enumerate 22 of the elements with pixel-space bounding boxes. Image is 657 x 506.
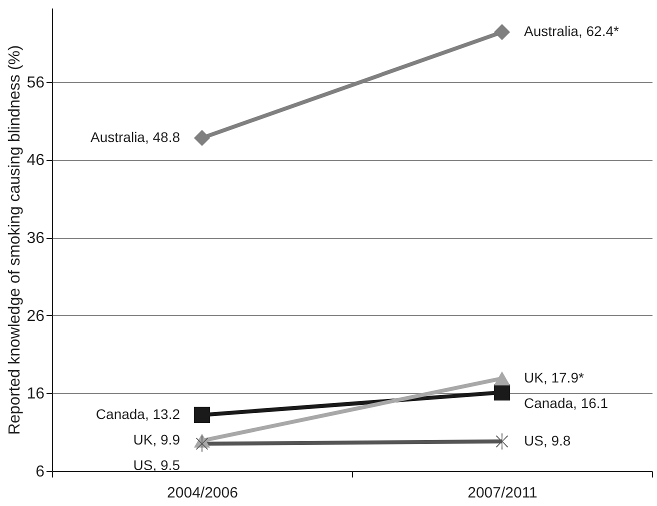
y-tick-label: 16 bbox=[26, 386, 45, 403]
data-label: Canada, 16.1 bbox=[524, 394, 608, 411]
data-label: Australia, 48.8 bbox=[90, 128, 180, 145]
y-tick-label: 6 bbox=[36, 464, 45, 480]
point bbox=[194, 130, 210, 146]
x-tick-label: 2004/2006 bbox=[167, 484, 238, 502]
data-label: US, 9.8 bbox=[524, 432, 571, 448]
point bbox=[494, 24, 510, 40]
data-label: US, 9.5 bbox=[133, 457, 180, 474]
x-tick-label: 2007/2011 bbox=[468, 484, 538, 502]
point bbox=[194, 406, 210, 424]
point bbox=[494, 384, 510, 400]
point bbox=[496, 433, 508, 450]
data-label: UK, 17.9* bbox=[524, 369, 584, 386]
y-tick-label: 36 bbox=[26, 230, 45, 248]
data-label: UK, 9.9 bbox=[133, 432, 180, 448]
y-axis-title: Reported knowledge of smoking causing blindness (%) bbox=[6, 45, 24, 435]
data-label: Canada, 13.2 bbox=[96, 406, 180, 422]
y-tick-label: 56 bbox=[26, 74, 45, 92]
y-tick-label: 46 bbox=[26, 152, 45, 170]
data-label: Australia, 62.4* bbox=[524, 23, 620, 40]
y-tick-label: 26 bbox=[26, 308, 45, 325]
